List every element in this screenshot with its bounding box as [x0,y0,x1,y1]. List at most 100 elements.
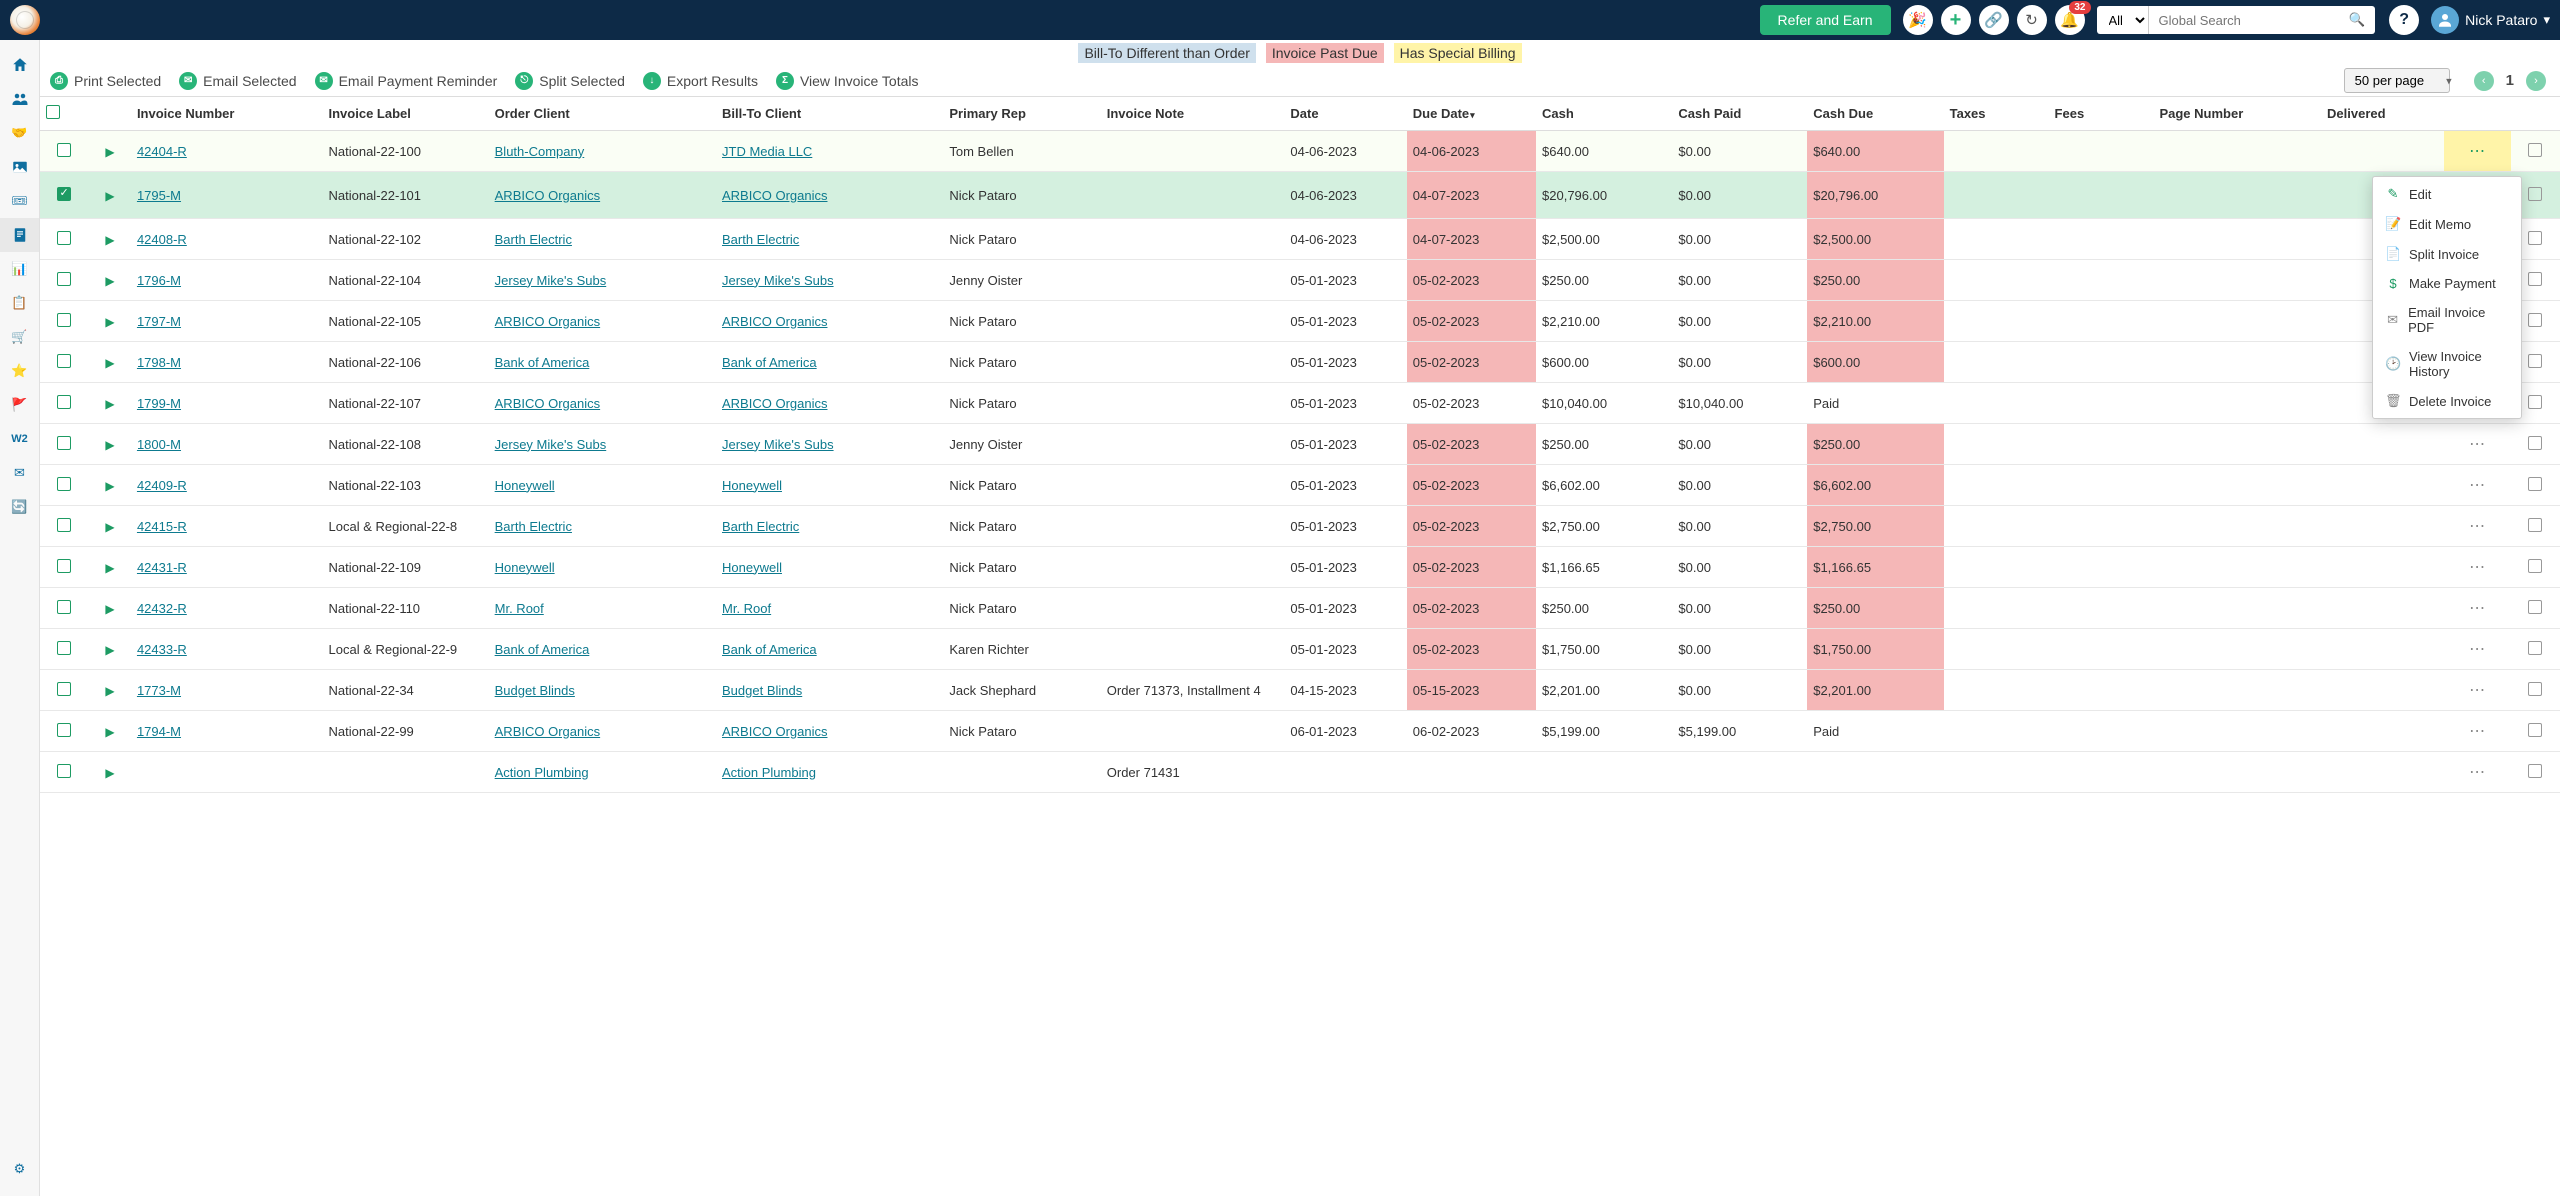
row-checkbox[interactable] [57,272,71,286]
prev-page-button[interactable]: ‹ [2474,71,2494,91]
view-totals-button[interactable]: ΣView Invoice Totals [776,72,919,90]
row-checkbox[interactable] [57,313,71,327]
next-page-button[interactable]: › [2526,71,2546,91]
row-more-button[interactable]: ⋯ [2444,711,2510,752]
search-scope-select[interactable]: All [2097,6,2149,34]
billto-client-link[interactable]: Honeywell [722,478,782,493]
sidebar-settings-icon[interactable]: ⚙ [0,1152,39,1186]
sidebar-w2-icon[interactable]: W2 [0,422,39,456]
expand-row-icon[interactable]: ▶ [105,643,114,657]
col-due-date[interactable]: Due Date [1407,97,1536,131]
per-page-select[interactable]: 50 per page [2344,68,2450,93]
delivered-checkbox[interactable] [2528,559,2542,573]
delivered-checkbox[interactable] [2528,723,2542,737]
sidebar-invoices-icon[interactable] [0,218,39,252]
avatar[interactable] [2431,6,2459,34]
delivered-checkbox[interactable] [2528,477,2542,491]
invoice-number-link[interactable]: 1799-M [137,396,181,411]
expand-row-icon[interactable]: ▶ [105,561,114,575]
billto-client-link[interactable]: Barth Electric [722,232,799,247]
expand-row-icon[interactable]: ▶ [105,520,114,534]
order-client-link[interactable]: Jersey Mike's Subs [495,437,607,452]
delivered-checkbox[interactable] [2528,641,2542,655]
sidebar-star-icon[interactable]: ⭐ [0,354,39,388]
notifications-icon[interactable]: 🔔32 [2055,5,2085,35]
expand-row-icon[interactable]: ▶ [105,479,114,493]
search-input[interactable] [2149,6,2339,34]
invoice-number-link[interactable]: 42404-R [137,144,187,159]
expand-row-icon[interactable]: ▶ [105,315,114,329]
ctx-edit[interactable]: ✎Edit [2373,179,2521,209]
sidebar-handshake-icon[interactable]: 🤝 [0,116,39,150]
expand-row-icon[interactable]: ▶ [105,766,114,780]
username-label[interactable]: Nick Pataro [2465,12,2537,28]
sidebar-people-icon[interactable] [0,82,39,116]
export-results-button[interactable]: ↓Export Results [643,72,758,90]
delivered-checkbox[interactable] [2528,395,2542,409]
expand-row-icon[interactable]: ▶ [105,189,114,203]
invoice-number-link[interactable]: 1798-M [137,355,181,370]
add-icon[interactable]: + [1941,5,1971,35]
sidebar-rotate-icon[interactable]: 🔄 [0,490,39,524]
sidebar-mail-icon[interactable]: ✉ [0,456,39,490]
expand-row-icon[interactable]: ▶ [105,397,114,411]
order-client-link[interactable]: Honeywell [495,560,555,575]
history-icon[interactable]: ↻ [2017,5,2047,35]
row-checkbox[interactable] [57,143,71,157]
ctx-split-invoice[interactable]: 📄Split Invoice [2373,239,2521,269]
billto-client-link[interactable]: ARBICO Organics [722,396,827,411]
row-checkbox[interactable] [57,231,71,245]
row-more-button[interactable]: ⋯ [2444,547,2510,588]
row-checkbox[interactable] [57,477,71,491]
col-cash-paid[interactable]: Cash Paid [1672,97,1807,131]
sidebar-home-icon[interactable] [0,48,39,82]
print-selected-button[interactable]: ⎙Print Selected [50,72,161,90]
delivered-checkbox[interactable] [2528,354,2542,368]
row-more-button[interactable]: ⋯ [2444,752,2510,793]
refer-and-earn-button[interactable]: Refer and Earn [1760,5,1891,35]
sidebar-ticket-icon[interactable]: 🎟 [0,184,39,218]
delivered-checkbox[interactable] [2528,143,2542,157]
invoice-number-link[interactable]: 42433-R [137,642,187,657]
col-cash-due[interactable]: Cash Due [1807,97,1943,131]
order-client-link[interactable]: Action Plumbing [495,765,589,780]
link-icon[interactable]: 🔗 [1979,5,2009,35]
sidebar-image-icon[interactable] [0,150,39,184]
row-more-button[interactable]: ⋯ [2444,131,2510,172]
delivered-checkbox[interactable] [2528,272,2542,286]
order-client-link[interactable]: ARBICO Organics [495,314,600,329]
col-page-number[interactable]: Page Number [2153,97,2321,131]
delivered-checkbox[interactable] [2528,187,2542,201]
col-delivered[interactable]: Delivered [2321,97,2444,131]
email-selected-button[interactable]: ✉Email Selected [179,72,296,90]
row-checkbox[interactable] [57,764,71,778]
user-menu-chevron-icon[interactable]: ▾ [2543,12,2550,28]
logo[interactable] [10,5,40,35]
delivered-checkbox[interactable] [2528,600,2542,614]
billto-client-link[interactable]: Bank of America [722,642,817,657]
invoice-number-link[interactable]: 1773-M [137,683,181,698]
expand-row-icon[interactable]: ▶ [105,233,114,247]
expand-row-icon[interactable]: ▶ [105,602,114,616]
col-taxes[interactable]: Taxes [1944,97,2049,131]
billto-client-link[interactable]: Action Plumbing [722,765,816,780]
expand-row-icon[interactable]: ▶ [105,684,114,698]
sidebar-clipboard-icon[interactable]: 📋 [0,286,39,320]
col-fees[interactable]: Fees [2049,97,2154,131]
sidebar-flag-icon[interactable]: 🚩 [0,388,39,422]
row-checkbox[interactable] [57,682,71,696]
delivered-checkbox[interactable] [2528,231,2542,245]
row-checkbox[interactable] [57,187,71,201]
order-client-link[interactable]: Bluth-Company [495,144,585,159]
order-client-link[interactable]: Bank of America [495,355,590,370]
billto-client-link[interactable]: Mr. Roof [722,601,771,616]
row-more-button[interactable]: ⋯ [2444,506,2510,547]
order-client-link[interactable]: Budget Blinds [495,683,575,698]
col-invoice-label[interactable]: Invoice Label [323,97,489,131]
email-reminder-button[interactable]: ✉Email Payment Reminder [315,72,498,90]
row-more-button[interactable]: ⋯ [2444,670,2510,711]
ctx-delete-invoice[interactable]: 🗑Delete Invoice [2373,386,2521,416]
row-more-button[interactable]: ⋯ [2444,465,2510,506]
delivered-checkbox[interactable] [2528,682,2542,696]
order-client-link[interactable]: ARBICO Organics [495,396,600,411]
